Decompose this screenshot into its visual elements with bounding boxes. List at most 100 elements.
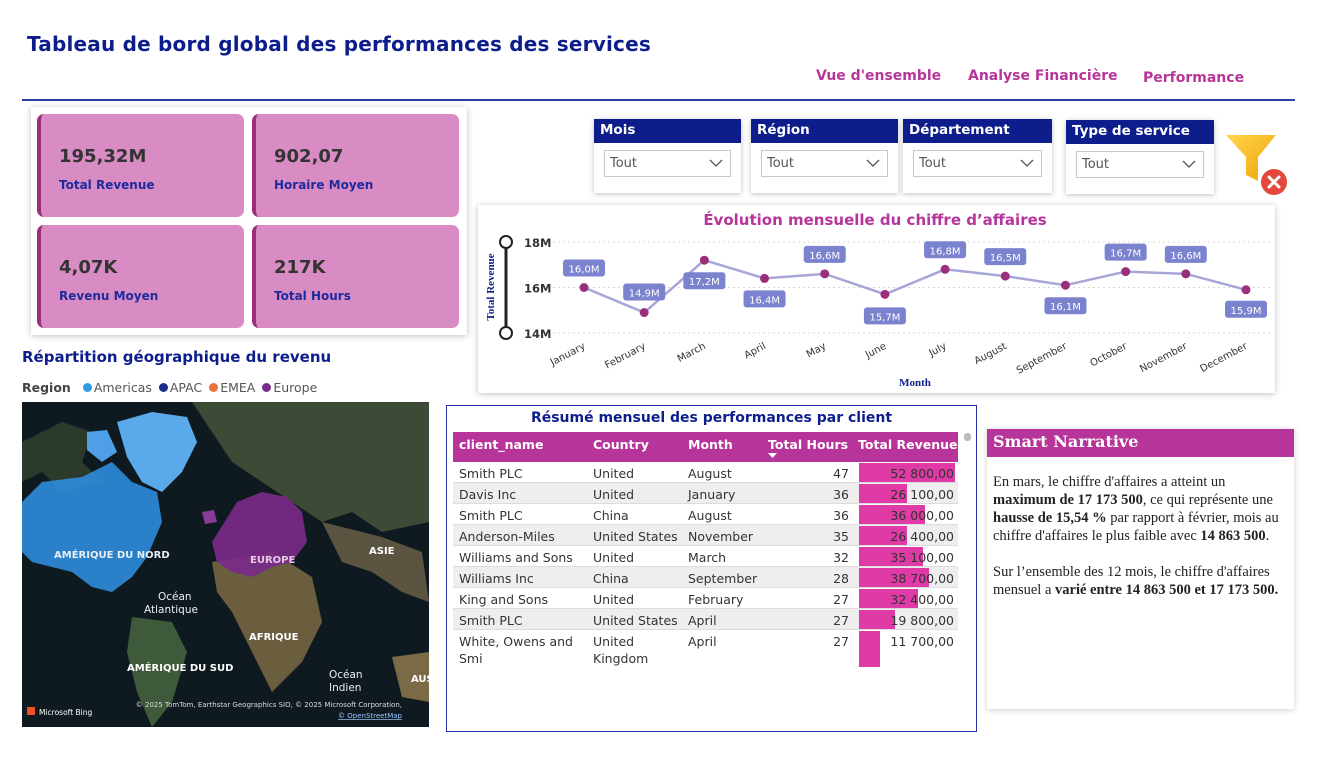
- kpi-value: 195,32M: [59, 146, 147, 167]
- legend-title: Region: [22, 380, 71, 395]
- data-point[interactable]: [639, 308, 649, 318]
- revenue-data-bar: [859, 589, 918, 608]
- data-point[interactable]: [699, 255, 709, 265]
- table-row[interactable]: Smith PLC United States April 27 19 800,00: [453, 609, 958, 630]
- data-point[interactable]: [820, 269, 830, 279]
- kpi-total-revenue[interactable]: 195,32M Total Revenue: [37, 114, 244, 217]
- column-header[interactable]: Month: [688, 437, 733, 452]
- legend-item-americas[interactable]: Americas: [93, 380, 152, 395]
- data-point[interactable]: [940, 264, 950, 274]
- slicer-value: Tout: [767, 156, 795, 171]
- map-label: ASIE: [369, 546, 395, 557]
- x-tick-label: April: [743, 341, 768, 361]
- line-chart-svg: Évolution mensuelle du chiffre d’affaire…: [485, 210, 1273, 389]
- cell-total-hours: 28: [833, 571, 849, 586]
- cell-total-hours: 27: [833, 613, 849, 628]
- cell-total-revenue: 52 800,00: [890, 466, 954, 481]
- data-point[interactable]: [880, 289, 890, 299]
- data-point[interactable]: [1241, 285, 1251, 295]
- cell-total-revenue: 32 400,00: [890, 592, 954, 607]
- series-line: [583, 258, 1247, 314]
- x-tick-label: July: [927, 341, 949, 360]
- legend-item-europe[interactable]: Europe: [273, 380, 318, 395]
- data-point[interactable]: [760, 273, 770, 283]
- slicer-dropdown-type-service[interactable]: Tout: [1076, 151, 1204, 178]
- data-point[interactable]: [579, 283, 589, 292]
- cell-total-hours: 27: [833, 634, 849, 649]
- legend-item-emea[interactable]: EMEA: [220, 380, 256, 395]
- column-header-sorted[interactable]: Total Hours: [768, 437, 849, 452]
- sort-desc-icon: [768, 453, 777, 458]
- table-row[interactable]: Williams Inc China September 28 38 700,00: [453, 567, 958, 588]
- map-label: AFRIQUE: [249, 632, 299, 643]
- column-header[interactable]: client_name: [459, 437, 544, 452]
- cell-total-revenue: 19 800,00: [890, 613, 954, 628]
- data-label: 16,8M: [930, 246, 961, 257]
- chevron-down-icon: [866, 159, 880, 167]
- data-point[interactable]: [1060, 280, 1070, 290]
- cell-client-name: Smith PLC: [459, 613, 523, 628]
- data-label: 16,5M: [990, 253, 1021, 264]
- table-header: client_name Country Month Total Hours To…: [453, 432, 958, 462]
- nav-vue-ensemble[interactable]: Vue d'ensemble: [816, 68, 942, 84]
- data-label: 16,0M: [569, 265, 600, 276]
- cell-total-hours: 36: [833, 508, 849, 523]
- data-label: 15,7M: [869, 312, 900, 323]
- cell-month: January: [688, 487, 736, 502]
- map-label: AMÉRIQUE DU SUD: [127, 661, 233, 674]
- slicer-title: Mois: [594, 119, 741, 143]
- revenue-data-bar: [859, 505, 925, 524]
- data-point[interactable]: [1121, 267, 1131, 277]
- column-header[interactable]: Total Revenue: [858, 437, 958, 452]
- revenue-data-bar: [859, 484, 907, 503]
- x-tick-label: June: [863, 341, 888, 361]
- data-label-box: [1104, 243, 1147, 261]
- slicer-dropdown-departement[interactable]: Tout: [913, 150, 1042, 177]
- osm-link[interactable]: © OpenStreetMap: [338, 712, 403, 720]
- data-label-box: [623, 283, 666, 301]
- slicer-dropdown-mois[interactable]: Tout: [604, 150, 731, 177]
- table-row[interactable]: Anderson-Miles United States November 35 26 …: [453, 525, 958, 546]
- x-tick-label: August: [973, 341, 1009, 367]
- chevron-down-icon: [1020, 159, 1034, 167]
- table-title: Résumé mensuel des performances par clie…: [530, 410, 893, 426]
- data-point[interactable]: [1181, 269, 1191, 279]
- slicer-dropdown-region[interactable]: Tout: [761, 150, 888, 177]
- table-row[interactable]: White, Owens and Smi United Kingdom April 2…: [453, 630, 958, 668]
- data-label: 16,4M: [749, 295, 780, 306]
- narrative-text: , ce qui représente une: [1142, 492, 1273, 508]
- revenue-data-bar: [859, 547, 923, 566]
- table-row[interactable]: Smith PLC China August 36 36 000,00: [453, 504, 958, 525]
- nav-performance[interactable]: Performance: [1143, 70, 1245, 86]
- cell-month: August: [688, 466, 732, 481]
- column-header[interactable]: Country: [593, 437, 649, 452]
- clear-filter-icon[interactable]: [1261, 169, 1287, 195]
- legend-dot-apac: [158, 383, 168, 392]
- map-title: Répartition géographique du revenu: [22, 348, 332, 366]
- kpi-horaire-moyen[interactable]: 902,07 Horaire Moyen: [252, 114, 459, 217]
- map-provider: Microsoft Bing: [39, 708, 92, 717]
- nav-analyse-financiere[interactable]: Analyse Financière: [968, 68, 1118, 84]
- x-tick-label: February: [603, 341, 647, 372]
- cell-total-revenue: 26 400,00: [890, 529, 954, 544]
- legend-item-apac[interactable]: APAC: [169, 380, 203, 395]
- table-scrollbar[interactable]: [964, 433, 971, 441]
- cell-client-name: Smith PLC: [459, 508, 523, 523]
- funnel-icon[interactable]: [1224, 131, 1292, 197]
- cell-country: China: [593, 508, 629, 523]
- cell-country: China: [593, 571, 629, 586]
- data-point[interactable]: [1000, 271, 1010, 281]
- data-label: 14,9M: [629, 289, 660, 300]
- y-range-slider[interactable]: [499, 235, 513, 340]
- kpi-total-hours[interactable]: 217K Total Hours: [252, 225, 459, 328]
- kpi-revenu-moyen[interactable]: 4,07K Revenu Moyen: [37, 225, 244, 328]
- legend-dot-americas: [82, 383, 92, 392]
- cell-month: August: [688, 508, 732, 523]
- data-label-box: [683, 272, 726, 290]
- x-tick-label: December: [1198, 341, 1250, 375]
- revenue-map[interactable]: AMÉRIQUE DU NORD EUROPE ASIE Océan Atlan…: [22, 402, 429, 727]
